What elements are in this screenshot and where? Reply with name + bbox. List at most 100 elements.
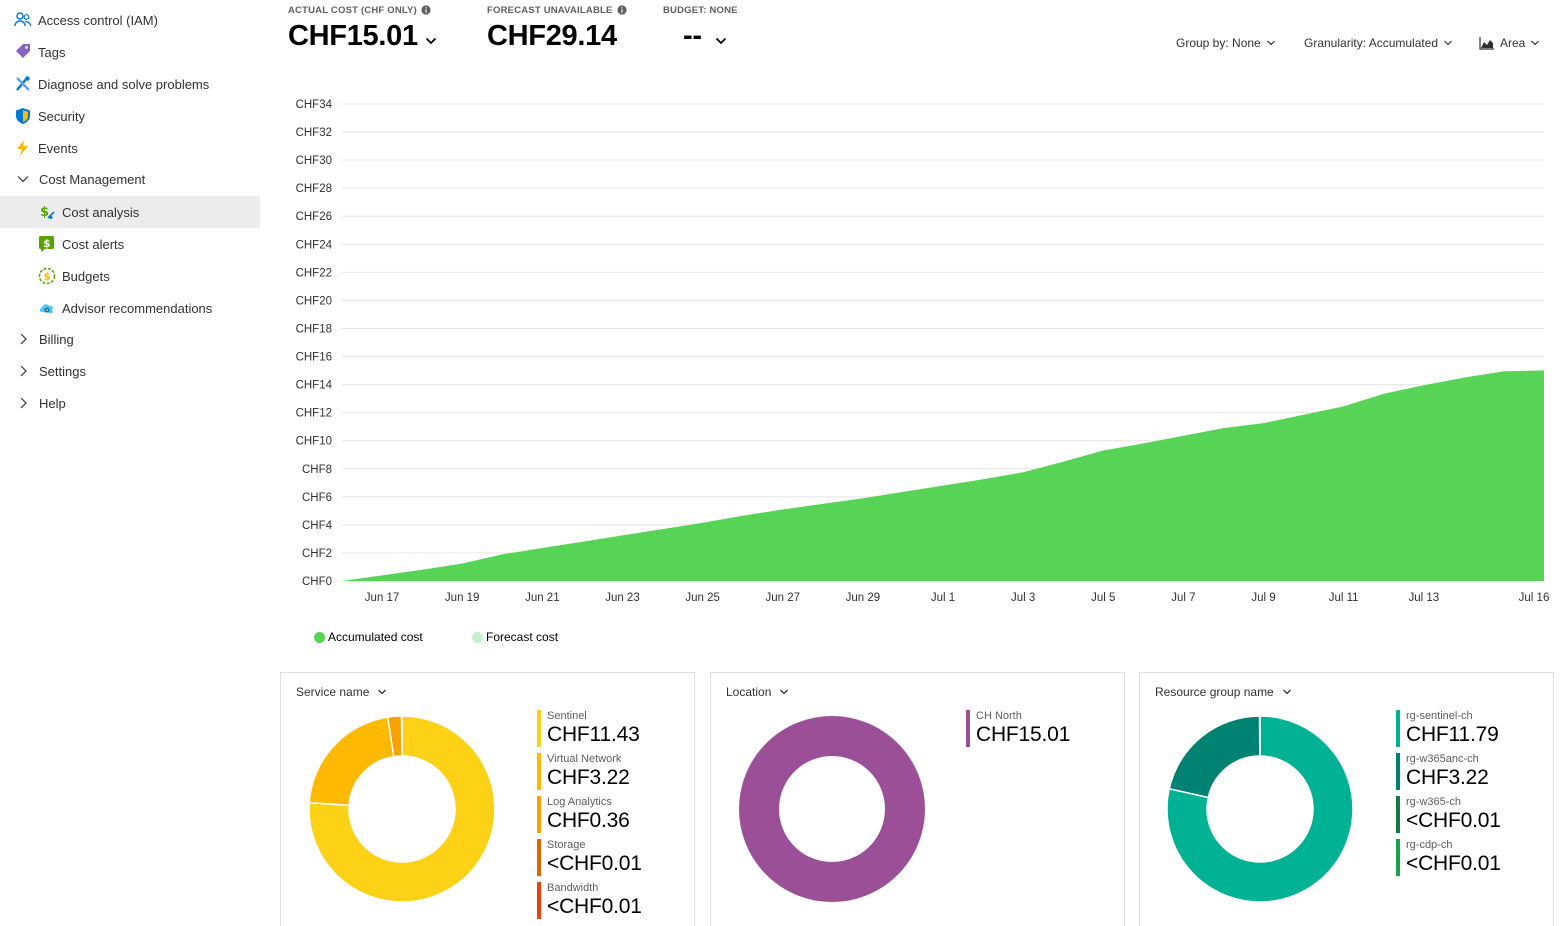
- x-tick-label: Jul 13: [1408, 592, 1439, 604]
- legend-entry[interactable]: rg-sentinel-ch CHF11.79: [1396, 710, 1501, 753]
- legend-entry-name: Log Analytics: [547, 796, 612, 808]
- x-tick-label: Jul 1: [931, 592, 955, 604]
- donut-slice[interactable]: [1166, 715, 1354, 903]
- sidebar-item-settings[interactable]: Settings: [0, 355, 260, 387]
- donut-slice[interactable]: [739, 716, 925, 902]
- chevron-right-icon: [14, 362, 32, 380]
- group-by-label: Group by: None: [1176, 36, 1261, 50]
- wrench-icon: [14, 75, 32, 93]
- legend-entry[interactable]: rg-cdp-ch <CHF0.01: [1396, 839, 1501, 882]
- kpi-actual-cost: ACTUAL COST (CHF ONLY) CHF15.01: [288, 4, 438, 53]
- granularity-dropdown[interactable]: Granularity: Accumulated: [1304, 35, 1453, 51]
- resource-group-legend-list: rg-sentinel-ch CHF11.79 rg-w365anc-ch CHF3.…: [1396, 710, 1501, 882]
- legend-entry-value: <CHF0.01: [547, 895, 642, 918]
- group-by-dropdown[interactable]: Group by: None: [1176, 35, 1276, 51]
- chevron-down-icon: [1282, 687, 1292, 697]
- sidebar-item-label: Events: [38, 140, 78, 156]
- y-tick-label: CHF28: [296, 183, 332, 195]
- legend-entry-name: CH North: [976, 710, 1022, 722]
- sidebar-item-cost-alerts[interactable]: $ Cost alerts: [0, 228, 260, 260]
- legend-entry-name: Virtual Network: [547, 753, 622, 765]
- area-chart-icon: [1479, 36, 1495, 50]
- legend-color-bar: [1396, 710, 1400, 747]
- legend-entry-value: <CHF0.01: [1406, 809, 1501, 832]
- sidebar-item-budgets[interactable]: $ Budgets: [0, 260, 260, 292]
- svg-text:$: $: [43, 237, 51, 250]
- legend-forecast[interactable]: Forecast cost: [472, 630, 558, 644]
- kpi-label: FORECAST UNAVAILABLE: [487, 4, 613, 16]
- service-name-dropdown[interactable]: Service name: [296, 685, 387, 699]
- service-legend-list: Sentinel CHF11.43 Virtual Network CHF3.22 Lo…: [537, 710, 642, 925]
- sidebar-item-help[interactable]: Help: [0, 387, 260, 419]
- resource-group-dropdown[interactable]: Resource group name: [1155, 685, 1292, 699]
- donut-slice[interactable]: [1168, 715, 1261, 799]
- legend-entry-value: CHF0.36: [547, 809, 630, 832]
- sidebar-item-security[interactable]: Security: [0, 100, 260, 132]
- y-tick-label: CHF18: [296, 323, 332, 335]
- x-tick-label: Jul 11: [1329, 592, 1359, 604]
- legend-entry-value: <CHF0.01: [547, 852, 642, 875]
- y-tick-label: CHF2: [302, 548, 332, 560]
- x-tick-label: Jun 21: [525, 592, 560, 604]
- legend-entry-name: rg-sentinel-ch: [1406, 710, 1473, 722]
- sidebar-item-label: Billing: [39, 331, 74, 347]
- legend-entry[interactable]: rg-w365anc-ch CHF3.22: [1396, 753, 1501, 796]
- chevron-down-icon: [714, 34, 728, 48]
- donut-slice[interactable]: [308, 715, 496, 903]
- chevron-down-icon: [14, 170, 32, 188]
- legend-entry[interactable]: Log Analytics CHF0.36: [537, 796, 642, 839]
- granularity-label: Granularity: Accumulated: [1304, 36, 1439, 50]
- legend-entry[interactable]: rg-w365-ch <CHF0.01: [1396, 796, 1501, 839]
- shield-icon: [14, 107, 32, 125]
- donut-slice[interactable]: [308, 716, 395, 807]
- info-icon[interactable]: [421, 5, 431, 15]
- legend-entry-value: CHF3.22: [547, 766, 630, 789]
- location-donut-chart: [739, 716, 925, 902]
- legend-entry-name: rg-w365-ch: [1406, 796, 1462, 808]
- info-icon[interactable]: [616, 5, 627, 15]
- y-tick-label: CHF16: [296, 352, 332, 364]
- x-tick-label: Jul 9: [1251, 592, 1275, 604]
- y-tick-label: CHF34: [296, 99, 333, 111]
- y-tick-label: CHF24: [296, 239, 333, 251]
- y-tick-label: CHF22: [296, 267, 332, 279]
- y-tick-label: CHF8: [302, 464, 332, 476]
- card-location: Location CH North CHF15.01: [710, 672, 1125, 926]
- budget-dropdown[interactable]: --: [683, 20, 738, 53]
- y-tick-label: CHF32: [296, 127, 332, 139]
- sidebar-item-label: Access control (IAM): [38, 12, 158, 28]
- legend-entry[interactable]: Sentinel CHF11.43: [537, 710, 642, 753]
- service-donut-chart: [308, 715, 496, 903]
- legend-color-bar: [1396, 753, 1400, 790]
- sidebar-item-label: Settings: [39, 363, 86, 379]
- kpi-forecast: FORECAST UNAVAILABLE CHF29.14: [487, 4, 627, 53]
- sidebar-item-events[interactable]: Events: [0, 132, 260, 164]
- location-dropdown[interactable]: Location: [726, 685, 789, 699]
- legend-entry-name: Bandwidth: [547, 882, 599, 894]
- sidebar-item-billing[interactable]: Billing: [0, 323, 260, 355]
- legend-entry[interactable]: Virtual Network CHF3.22: [537, 753, 642, 796]
- legend-entry[interactable]: Bandwidth <CHF0.01: [537, 882, 642, 925]
- chevron-down-icon: [779, 687, 789, 697]
- y-tick-label: CHF30: [296, 155, 332, 167]
- sidebar-item-cost-management[interactable]: Cost Management: [0, 163, 260, 195]
- legend-entry-value: CHF3.22: [1406, 766, 1489, 789]
- sidebar-item-cost-analysis[interactable]: $ Cost analysis: [0, 196, 260, 228]
- legend-accumulated[interactable]: Accumulated cost: [314, 630, 423, 644]
- legend-label: Forecast cost: [486, 630, 559, 644]
- sidebar-item-access-control[interactable]: Access control (IAM): [0, 4, 260, 36]
- y-tick-label: CHF20: [296, 295, 332, 307]
- actual-cost-dropdown[interactable]: CHF15.01: [288, 20, 438, 53]
- legend-entry[interactable]: CH North CHF15.01: [966, 710, 1070, 753]
- accumulated-cost-area[interactable]: [342, 370, 1544, 581]
- y-tick-label: CHF6: [302, 492, 332, 504]
- advisor-icon: [38, 299, 56, 317]
- sidebar-item-diagnose[interactable]: Diagnose and solve problems: [0, 68, 260, 100]
- sidebar-item-advisor-recommendations[interactable]: Advisor recommendations: [0, 292, 260, 324]
- legend-entry[interactable]: Storage <CHF0.01: [537, 839, 642, 882]
- sidebar-item-tags[interactable]: Tags: [0, 36, 260, 68]
- chart-type-dropdown[interactable]: Area: [1479, 35, 1540, 51]
- tag-icon: [14, 43, 32, 61]
- chevron-down-icon: [377, 687, 387, 697]
- card-title: Location: [726, 685, 772, 699]
